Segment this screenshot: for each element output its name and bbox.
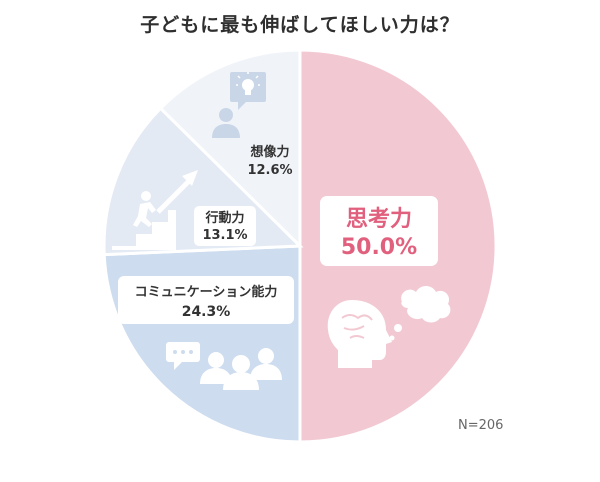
brain-thought-icon <box>327 286 451 368</box>
slice-label-shikou-value: 50.0% <box>341 235 417 260</box>
sample-size-annotation: N=206 <box>458 418 504 433</box>
chart-title: 子どもに最も伸ばしてほしい力は？ <box>140 14 460 36</box>
pie-slice-communication <box>102 244 302 444</box>
slice-label-koudou: 行動力 13.1% <box>194 206 256 246</box>
slice-label-souzou-value: 12.6% <box>247 163 292 178</box>
climbing-icon <box>112 170 198 250</box>
slice-label-souzou: 想像力 12.6% <box>247 144 292 178</box>
slice-label-communication-value: 24.3% <box>182 304 231 320</box>
slice-label-shikou-name: 思考力 <box>346 207 412 232</box>
slice-label-communication-name: コミュニケーション能力 <box>135 284 278 300</box>
slice-label-shikou: 思考力 50.0% <box>320 196 438 266</box>
slice-label-souzou-name: 想像力 <box>250 144 289 160</box>
slice-label-koudou-value: 13.1% <box>202 228 247 243</box>
person-idea-icon <box>212 72 266 138</box>
slice-label-koudou-name: 行動力 <box>204 210 244 226</box>
slice-label-communication: コミュニケーション能力 24.3% <box>118 276 294 324</box>
people-chat-icon <box>166 342 282 390</box>
